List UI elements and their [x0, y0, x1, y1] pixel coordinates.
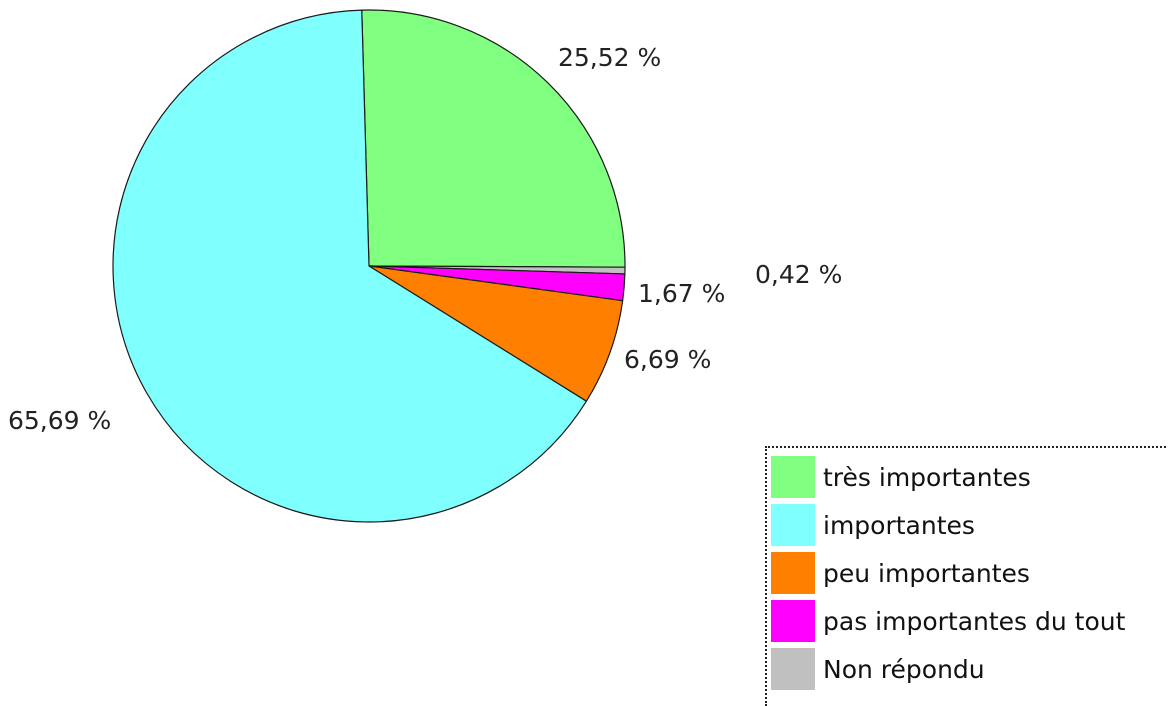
- legend-label: très importantes: [823, 462, 1031, 492]
- pie-slices: [112, 9, 626, 523]
- pie-slice-0: [361, 9, 626, 268]
- legend-label: pas importantes du tout: [823, 606, 1126, 636]
- chart-legend: très importantes importantes peu importa…: [765, 446, 1168, 706]
- legend-item-pas-importantes-du-tout: pas importantes du tout: [771, 598, 1125, 644]
- legend-item-non-repondu: Non répondu: [771, 646, 985, 692]
- legend-item-peu-importantes: peu importantes: [771, 550, 1030, 596]
- legend-item-tres-importantes: très importantes: [771, 454, 1031, 500]
- slice-label-pas-importantes: 1,67 %: [638, 279, 725, 308]
- pie-labels: 25,52 % 0,42 % 1,67 % 6,69 % 65,69 %: [8, 43, 842, 435]
- pie-slice-3: [368, 265, 624, 402]
- slice-label-peu-importantes: 6,69 %: [624, 345, 711, 374]
- legend-label: Non répondu: [823, 654, 985, 684]
- pie-slice-4: [112, 9, 587, 523]
- legend-swatch: [771, 600, 815, 642]
- legend-swatch: [771, 552, 815, 594]
- legend-label: peu importantes: [823, 558, 1030, 588]
- slice-label-tres-importantes: 25,52 %: [558, 43, 661, 72]
- slice-label-importantes: 65,69 %: [8, 406, 111, 435]
- legend-swatch: [771, 504, 815, 546]
- slice-label-non-repondu: 0,42 %: [755, 260, 842, 289]
- legend-swatch: [771, 456, 815, 498]
- legend-label: importantes: [823, 510, 975, 540]
- legend-swatch: [771, 648, 815, 690]
- legend-item-importantes: importantes: [771, 502, 975, 548]
